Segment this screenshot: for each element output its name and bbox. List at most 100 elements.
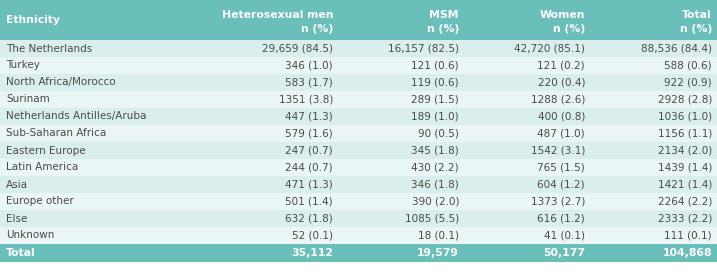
Bar [464, 0, 590, 40]
Bar [464, 210, 590, 227]
Text: Total: Total [683, 10, 712, 20]
Bar [338, 159, 464, 176]
Text: Unknown: Unknown [6, 230, 54, 240]
Text: Asia: Asia [6, 179, 28, 190]
Text: 922 (0.9): 922 (0.9) [665, 78, 712, 87]
Bar [338, 108, 464, 125]
Text: 220 (0.4): 220 (0.4) [538, 78, 585, 87]
Bar [338, 57, 464, 74]
Text: 604 (1.2): 604 (1.2) [537, 179, 585, 190]
Bar [0, 244, 205, 262]
Bar [464, 193, 590, 210]
Bar [205, 227, 338, 244]
Bar [590, 91, 717, 108]
Bar [205, 193, 338, 210]
Bar [590, 244, 717, 262]
Bar [0, 40, 205, 57]
Bar [205, 57, 338, 74]
Text: 121 (0.6): 121 (0.6) [412, 60, 459, 70]
Bar [0, 159, 205, 176]
Bar [205, 176, 338, 193]
Text: 1373 (2.7): 1373 (2.7) [531, 197, 585, 206]
Bar [205, 108, 338, 125]
Text: 616 (1.2): 616 (1.2) [537, 214, 585, 224]
Bar [464, 142, 590, 159]
Bar [0, 108, 205, 125]
Text: 35,112: 35,112 [291, 248, 333, 258]
Text: 50,177: 50,177 [543, 248, 585, 258]
Bar [0, 227, 205, 244]
Bar [464, 74, 590, 91]
Bar [205, 125, 338, 142]
Text: n (%): n (%) [553, 24, 585, 34]
Bar [205, 159, 338, 176]
Text: 121 (0.2): 121 (0.2) [537, 60, 585, 70]
Text: 52 (0.1): 52 (0.1) [292, 230, 333, 240]
Text: 88,536 (84.4): 88,536 (84.4) [641, 44, 712, 54]
Text: Turkey: Turkey [6, 60, 40, 70]
Bar [464, 227, 590, 244]
Bar [590, 142, 717, 159]
Text: MSM: MSM [429, 10, 459, 20]
Bar [590, 227, 717, 244]
Bar [205, 244, 338, 262]
Bar [338, 142, 464, 159]
Text: 487 (1.0): 487 (1.0) [537, 129, 585, 139]
Text: The Netherlands: The Netherlands [6, 44, 92, 54]
Bar [205, 0, 338, 40]
Text: n (%): n (%) [680, 24, 712, 34]
Text: 1421 (1.4): 1421 (1.4) [657, 179, 712, 190]
Bar [338, 40, 464, 57]
Text: 346 (1.8): 346 (1.8) [412, 179, 459, 190]
Text: Women: Women [539, 10, 585, 20]
Bar [590, 193, 717, 210]
Text: 390 (2.0): 390 (2.0) [412, 197, 459, 206]
Bar [338, 176, 464, 193]
Bar [338, 244, 464, 262]
Bar [338, 193, 464, 210]
Bar [464, 108, 590, 125]
Bar [590, 0, 717, 40]
Bar [0, 125, 205, 142]
Text: Heterosexual men: Heterosexual men [222, 10, 333, 20]
Bar [590, 125, 717, 142]
Bar [464, 159, 590, 176]
Text: Else: Else [6, 214, 27, 224]
Bar [338, 0, 464, 40]
Text: 244 (0.7): 244 (0.7) [285, 163, 333, 172]
Text: North Africa/Morocco: North Africa/Morocco [6, 78, 115, 87]
Text: 41 (0.1): 41 (0.1) [544, 230, 585, 240]
Text: Sub-Saharan Africa: Sub-Saharan Africa [6, 129, 106, 139]
Bar [0, 91, 205, 108]
Text: 16,157 (82.5): 16,157 (82.5) [388, 44, 459, 54]
Bar [590, 159, 717, 176]
Bar [590, 40, 717, 57]
Text: 1156 (1.1): 1156 (1.1) [657, 129, 712, 139]
Bar [0, 142, 205, 159]
Text: 345 (1.8): 345 (1.8) [412, 145, 459, 155]
Text: 2134 (2.0): 2134 (2.0) [657, 145, 712, 155]
Text: 19,579: 19,579 [417, 248, 459, 258]
Bar [0, 57, 205, 74]
Text: 1351 (3.8): 1351 (3.8) [279, 94, 333, 105]
Bar [0, 74, 205, 91]
Text: 346 (1.0): 346 (1.0) [285, 60, 333, 70]
Bar [338, 210, 464, 227]
Text: 104,868: 104,868 [663, 248, 712, 258]
Text: 2264 (2.2): 2264 (2.2) [657, 197, 712, 206]
Text: Ethnicity: Ethnicity [6, 15, 60, 25]
Bar [205, 91, 338, 108]
Bar [205, 210, 338, 227]
Text: 111 (0.1): 111 (0.1) [665, 230, 712, 240]
Bar [464, 125, 590, 142]
Text: 29,659 (84.5): 29,659 (84.5) [262, 44, 333, 54]
Text: n (%): n (%) [300, 24, 333, 34]
Text: 1542 (3.1): 1542 (3.1) [531, 145, 585, 155]
Text: 1439 (1.4): 1439 (1.4) [657, 163, 712, 172]
Text: 447 (1.3): 447 (1.3) [285, 112, 333, 121]
Bar [0, 176, 205, 193]
Bar [338, 125, 464, 142]
Text: 1288 (2.6): 1288 (2.6) [531, 94, 585, 105]
Bar [590, 108, 717, 125]
Text: 2333 (2.2): 2333 (2.2) [657, 214, 712, 224]
